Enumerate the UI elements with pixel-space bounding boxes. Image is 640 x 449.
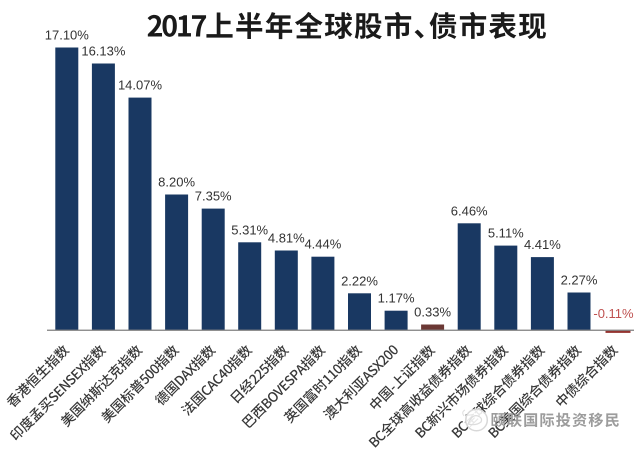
svg-text:4.44%: 4.44% [304,237,341,252]
svg-text:6.46%: 6.46% [451,203,488,218]
svg-text:5.31%: 5.31% [231,222,268,237]
svg-text:17.10%: 17.10% [45,28,90,43]
svg-text:0.33%: 0.33% [414,305,451,320]
svg-text:2.27%: 2.27% [561,273,598,288]
svg-text:1.17%: 1.17% [378,291,415,306]
svg-text:8.20%: 8.20% [158,175,195,190]
svg-text:4.81%: 4.81% [268,231,305,246]
svg-text:4.41%: 4.41% [524,237,561,252]
svg-text:14.07%: 14.07% [118,78,163,93]
svg-text:-0.11%: -0.11% [593,306,634,321]
svg-text:7.35%: 7.35% [195,189,232,204]
svg-text:2.22%: 2.22% [341,273,378,288]
svg-text:5.11%: 5.11% [488,226,524,241]
svg-text:16.13%: 16.13% [81,44,126,59]
